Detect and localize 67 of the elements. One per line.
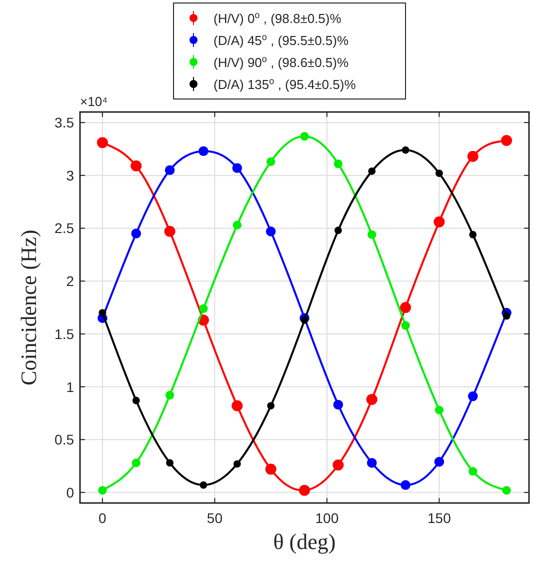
point — [98, 486, 107, 495]
x-axis-title: θ (deg) — [273, 529, 336, 554]
y-tick-label: 3.5 — [54, 114, 74, 131]
legend-label: (D/A) 45$^{o}$ , (95.5±0.5)% — [214, 32, 349, 48]
point — [468, 391, 478, 402]
point — [130, 160, 142, 172]
point — [300, 132, 309, 141]
point — [232, 220, 242, 230]
point — [502, 486, 511, 495]
legend-label: (H/V) 90$^{o}$ , (98.6±0.5)% — [214, 54, 349, 70]
y-tick-label: 2.5 — [54, 220, 74, 236]
point — [334, 159, 342, 168]
point — [266, 226, 276, 236]
point — [96, 137, 108, 148]
point — [200, 481, 208, 489]
y-tick-label: 2 — [66, 273, 74, 290]
y-tick-label: 0.5 — [54, 432, 74, 448]
point — [233, 460, 241, 468]
point — [434, 406, 444, 414]
point — [468, 466, 478, 476]
point — [401, 321, 410, 330]
point — [131, 228, 142, 238]
point — [232, 163, 242, 173]
y-tick-label: 3 — [66, 167, 74, 184]
point — [198, 146, 208, 156]
point — [300, 316, 308, 324]
point — [299, 484, 310, 496]
point — [368, 167, 376, 175]
y-axis-title: Coincidence (Hz) — [16, 230, 41, 386]
point — [501, 135, 512, 146]
point — [434, 456, 444, 467]
legend-label: (H/V) 0$^{o}$ , (98.8±0.5)% — [214, 10, 342, 26]
point — [366, 394, 378, 405]
point — [400, 302, 412, 313]
point — [232, 400, 243, 412]
point — [166, 459, 174, 467]
point — [366, 458, 377, 468]
point — [132, 458, 140, 468]
point — [166, 390, 174, 400]
point — [98, 309, 106, 316]
point — [334, 226, 342, 234]
y-tick-label: 0 — [66, 484, 74, 500]
legend-label: (D/A) 135$^{o}$ , (95.4±0.5)% — [214, 76, 356, 92]
point — [368, 230, 376, 239]
point — [265, 464, 276, 475]
point — [502, 312, 510, 320]
x-tick-label: 50 — [206, 510, 223, 526]
point — [266, 157, 276, 166]
y-tick-label: 1 — [66, 378, 74, 395]
point — [164, 165, 175, 176]
x-tick-label: 0 — [98, 510, 107, 526]
point — [333, 400, 344, 410]
point — [436, 170, 443, 177]
point — [469, 230, 477, 238]
point — [132, 396, 140, 404]
y-tick-label: 1.5 — [54, 326, 74, 342]
x-tick-label: 150 — [428, 510, 452, 526]
point — [402, 146, 410, 154]
x-tick-label: 100 — [315, 510, 339, 526]
point — [267, 402, 275, 410]
point — [434, 216, 445, 228]
point — [164, 226, 176, 237]
text: ×10⁴ — [80, 94, 108, 109]
point — [332, 459, 344, 470]
point — [199, 304, 208, 313]
point — [400, 480, 410, 490]
point — [467, 150, 478, 162]
